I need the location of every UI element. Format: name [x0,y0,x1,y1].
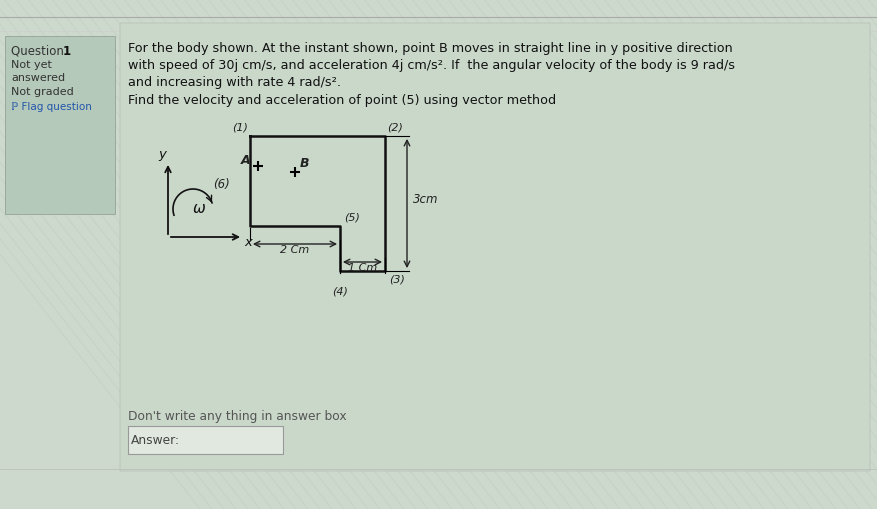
Text: Find the velocity and acceleration of point (5) using vector method: Find the velocity and acceleration of po… [128,94,556,107]
Text: 1 Cm: 1 Cm [348,263,377,272]
Bar [5,37,115,215]
Text: x: x [244,236,252,248]
Text: B: B [300,157,310,169]
Text: Question: Question [11,45,68,58]
Text: Not yet: Not yet [11,60,52,70]
Text: and increasing with rate 4 rad/s².: and increasing with rate 4 rad/s². [128,76,341,89]
Text: Not graded: Not graded [11,87,74,97]
Text: A: A [241,154,251,166]
Text: 1: 1 [63,45,71,58]
Text: (1): (1) [232,123,248,133]
Text: Answer:: Answer: [131,433,180,446]
Text: (5): (5) [344,213,360,222]
Text: answered: answered [11,73,65,83]
Text: (3): (3) [389,273,405,284]
Text: Don't write any thing in answer box: Don't write any thing in answer box [128,409,346,422]
Text: ω: ω [193,201,205,216]
Text: ℙ Flag question: ℙ Flag question [11,102,92,112]
Bar [120,24,870,471]
Text: (6): (6) [212,178,230,191]
Text: For the body shown. At the instant shown, point B moves in straight line in y po: For the body shown. At the instant shown… [128,42,733,55]
Text: 2 Cm: 2 Cm [281,244,310,254]
Text: (4): (4) [332,286,348,295]
Text: with speed of 30j cm/s, and acceleration 4j cm/s². If  the angular velocity of t: with speed of 30j cm/s, and acceleration… [128,59,735,72]
Text: 3cm: 3cm [413,192,438,206]
Text: y: y [158,148,166,161]
Bar [128,426,283,454]
Text: (2): (2) [387,123,403,133]
